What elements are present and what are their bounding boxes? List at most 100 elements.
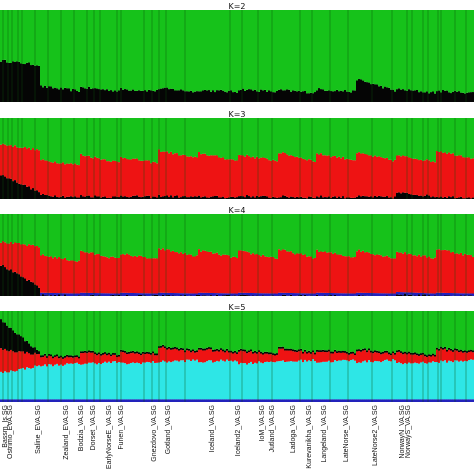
bar-segment-green [214, 311, 217, 350]
bar-segment-green [330, 118, 333, 158]
bar-segment-green [170, 214, 173, 252]
bar-segment-green [428, 311, 431, 355]
bar-segment-green [292, 118, 295, 156]
bar-segment-green [90, 10, 93, 89]
bar-segment-cyan [176, 360, 179, 400]
bar-segment-red [362, 153, 365, 196]
bar-segment-red [14, 352, 17, 372]
bar-segment-black [438, 90, 441, 102]
bar-segment-green [12, 10, 15, 62]
bar-segment-blue [398, 292, 401, 295]
bar-segment-blue [52, 292, 55, 296]
bar-segment-red [268, 160, 271, 198]
bar-segment-black [438, 197, 441, 199]
bar-segment-red [146, 353, 149, 362]
bar-segment-green [12, 311, 15, 331]
bar-segment-black [196, 294, 199, 296]
bar-segment-green [268, 10, 271, 91]
bar-segment-black [78, 356, 81, 359]
bar-segment-black [142, 196, 145, 199]
bar-segment-black [18, 274, 21, 296]
bar-segment-black [336, 89, 339, 102]
bar-segment-red [438, 350, 441, 363]
bar-segment-black [396, 89, 399, 102]
bar-segment-red [366, 154, 369, 197]
bar-segment-red [304, 254, 307, 294]
bar-segment-black [18, 61, 21, 102]
bar-segment-green [260, 214, 263, 257]
bar-segment-green [74, 311, 77, 356]
bar-segment-green [354, 214, 357, 258]
bar-segment-blue [222, 293, 225, 296]
bar-segment-red [80, 250, 83, 293]
bar-segment-cyan [336, 361, 339, 400]
bar-segment-red [42, 254, 45, 293]
bar-segment-green [334, 118, 337, 156]
bar-segment-green [54, 214, 57, 257]
bar-segment-cyan [370, 361, 373, 400]
bar-segment-green [32, 311, 35, 348]
bar-segment-red [148, 160, 151, 196]
bar-segment-green [174, 10, 177, 91]
bar-segment-black [224, 350, 227, 353]
bar-segment-blue [240, 292, 243, 295]
bar-segment-blue [292, 399, 295, 402]
bar-segment-green [276, 311, 279, 354]
bar-segment-green [386, 311, 389, 351]
bar-segment-black [110, 90, 113, 102]
bar-segment-red [338, 254, 341, 294]
bar-segment-red [108, 354, 111, 362]
bar-segment-black [122, 350, 125, 353]
bar-segment-black [320, 350, 323, 352]
bar-segment-green [176, 118, 179, 154]
bar-segment-green [126, 214, 129, 254]
bar-segment-green [202, 10, 205, 91]
bar-segment-green [194, 118, 197, 157]
bar-segment-red [22, 244, 25, 278]
bar-segment-green [240, 214, 243, 251]
bar-segment-green [198, 118, 201, 153]
bar-segment-green [234, 118, 237, 161]
bar-segment-red [296, 253, 299, 294]
bar-segment-green [150, 311, 153, 353]
bar-segment-black [182, 348, 185, 351]
admixture-panels: K=2K=3K=4K=5 [0, 2, 474, 402]
bar-segment-cyan [258, 361, 261, 400]
bar-segment-green [24, 311, 27, 342]
bar-segment-green [340, 118, 343, 159]
bar-segment-green [368, 10, 371, 83]
bar-segment-red [178, 253, 181, 294]
bar-segment-red [394, 354, 397, 361]
bar-segment-blue [114, 399, 117, 402]
bar-segment-black [264, 351, 267, 354]
bar-segment-green [372, 311, 375, 352]
bar-segment-green [148, 214, 151, 259]
bar-segment-black [230, 196, 233, 199]
bar-segment-black [302, 351, 305, 354]
bar-segment-black [156, 294, 159, 296]
bar-segment-black [312, 93, 315, 102]
bar-segment-green [250, 214, 253, 255]
bar-segment-red [388, 354, 391, 361]
bar-segment-black [198, 294, 201, 296]
bar-segment-green [98, 311, 101, 353]
bar-segment-black [6, 325, 9, 351]
bar-segment-red [304, 159, 307, 198]
bar-segment-black [418, 294, 421, 296]
bar-segment-black [212, 349, 215, 352]
bar-segment-red [218, 254, 221, 294]
bar-segment-cyan [278, 361, 281, 400]
bar-segment-red [220, 157, 223, 198]
bar-segment-red [308, 256, 311, 294]
bar-segment-green [190, 214, 193, 255]
bar-segment-cyan [92, 362, 95, 400]
bar-segment-red [172, 349, 175, 362]
bar-segment-black [106, 353, 109, 356]
bar-segment-black [70, 196, 73, 199]
bar-segment-red [70, 357, 73, 364]
bar-segment-green [372, 10, 375, 84]
bar-segment-black [160, 345, 163, 348]
bar-segment-green [470, 118, 473, 159]
bar-segment-black [26, 340, 29, 352]
bar-segment-green [14, 118, 17, 146]
